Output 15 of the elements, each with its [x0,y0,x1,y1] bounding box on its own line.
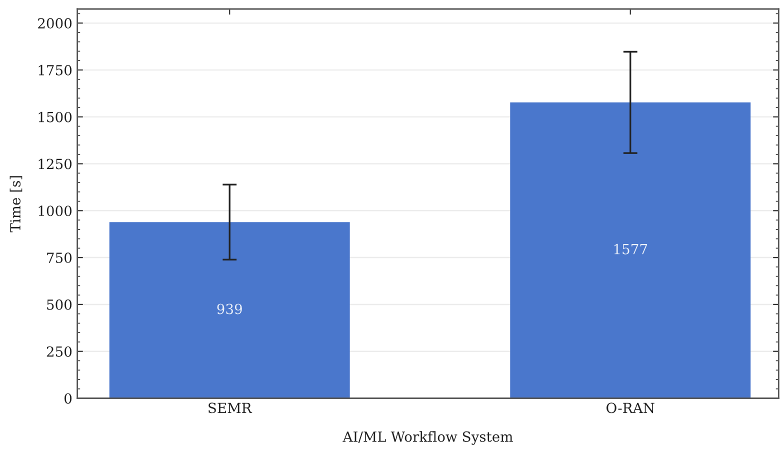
y-tick-label: 1750 [38,64,72,76]
y-tick-label: 1500 [38,112,72,122]
y-tick-label: 1000 [38,206,72,216]
data-label: 1577 [614,244,648,254]
y-tick-label: 1250 [38,158,72,170]
x-tick-label: O-RAN [606,402,654,414]
y-tick-label: 2000 [38,18,72,29]
x-tick-label: SEMR [208,402,252,414]
y-tick-label: 500 [47,299,72,310]
y-tick-label: 250 [46,346,72,357]
y-axis-title: Time [s] [10,176,22,232]
data-label: 939 [217,304,242,314]
y-tick-label: 0 [64,393,72,404]
x-axis-title: AI/ML Workflow System [342,431,513,445]
y-tick-label: 750 [47,252,72,264]
